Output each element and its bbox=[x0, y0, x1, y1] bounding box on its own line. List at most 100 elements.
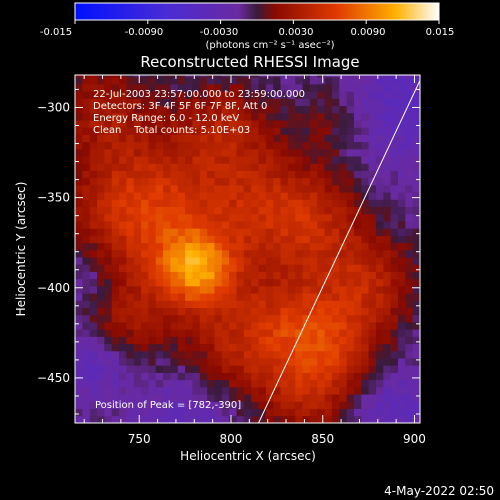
heatmap-cell bbox=[141, 127, 149, 135]
heatmap-cell bbox=[331, 314, 340, 323]
heatmap-cell bbox=[126, 105, 135, 114]
heatmap-cell bbox=[148, 91, 157, 99]
heatmap-cell bbox=[331, 249, 340, 258]
heatmap-cell bbox=[273, 177, 281, 186]
heatmap-cell bbox=[170, 350, 179, 359]
heatmap-cell bbox=[331, 105, 340, 114]
heatmap-cell bbox=[82, 127, 91, 135]
heatmap-cell bbox=[119, 314, 127, 323]
heatmap-cell bbox=[214, 365, 223, 373]
heatmap-cell bbox=[155, 228, 164, 236]
heatmap-cell bbox=[170, 112, 179, 121]
heatmap-cell bbox=[383, 365, 392, 373]
heatmap-cell bbox=[383, 221, 392, 229]
heatmap-cell bbox=[111, 285, 120, 294]
heatmap-cell bbox=[295, 408, 303, 417]
heatmap-cell bbox=[141, 372, 149, 381]
heatmap-cell bbox=[339, 163, 347, 171]
heatmap-cell bbox=[361, 278, 370, 287]
heatmap-cell bbox=[295, 415, 303, 423]
heatmap-cell bbox=[375, 394, 384, 402]
heatmap-cell bbox=[89, 127, 98, 135]
heatmap-cell bbox=[331, 98, 340, 107]
heatmap-cell bbox=[185, 170, 193, 179]
heatmap-cell bbox=[265, 141, 274, 150]
heatmap-cell bbox=[119, 322, 127, 330]
heatmap-cell bbox=[133, 98, 142, 107]
heatmap-cell bbox=[368, 278, 377, 287]
heatmap-cell bbox=[368, 293, 377, 301]
heatmap-cell bbox=[309, 314, 318, 323]
heatmap-cell bbox=[221, 148, 230, 157]
heatmap-cell bbox=[163, 235, 171, 244]
heatmap-cell bbox=[207, 84, 215, 92]
heatmap-cell bbox=[141, 206, 149, 215]
heatmap-cell bbox=[412, 148, 420, 157]
heatmap-cell bbox=[207, 112, 215, 121]
heatmap-cell bbox=[324, 75, 333, 78]
heatmap-cell bbox=[412, 343, 420, 352]
heatmap-cell bbox=[126, 235, 135, 244]
heatmap-cell bbox=[229, 221, 237, 229]
heatmap-cell bbox=[214, 91, 223, 99]
heatmap-cell bbox=[111, 213, 120, 222]
heatmap-cell bbox=[104, 285, 113, 294]
heatmap-cell bbox=[133, 192, 142, 200]
heatmap-cell bbox=[126, 84, 135, 92]
heatmap-cell bbox=[390, 105, 399, 114]
heatmap-cell bbox=[375, 120, 384, 128]
heatmap-cell bbox=[390, 156, 399, 164]
heatmap-cell bbox=[214, 156, 223, 164]
heatmap-cell bbox=[258, 184, 267, 193]
heatmap-cell bbox=[295, 163, 303, 171]
heatmap-cell bbox=[111, 235, 120, 244]
heatmap-cell bbox=[192, 271, 201, 280]
heatmap-cell bbox=[163, 372, 171, 381]
heatmap-cell bbox=[265, 206, 274, 215]
heatmap-cell bbox=[317, 415, 325, 423]
heatmap-cell bbox=[346, 372, 355, 381]
heatmap-cell bbox=[324, 336, 333, 345]
heatmap-cell bbox=[177, 148, 186, 157]
heatmap-cell bbox=[141, 170, 149, 179]
heatmap-cell bbox=[111, 177, 120, 186]
heatmap-cell bbox=[207, 271, 215, 280]
heatmap-cell bbox=[346, 98, 355, 107]
heatmap-cell bbox=[141, 408, 149, 417]
heatmap-cell bbox=[302, 401, 311, 409]
heatmap-cell bbox=[207, 264, 215, 272]
colorbar-tick-label: -0.0030 bbox=[200, 27, 239, 38]
heatmap-cell bbox=[155, 401, 164, 409]
heatmap-cell bbox=[397, 76, 406, 85]
heatmap-cell bbox=[368, 242, 377, 251]
heatmap-cell bbox=[104, 372, 113, 381]
heatmap-cell bbox=[192, 112, 201, 121]
heatmap-cell bbox=[243, 350, 252, 359]
heatmap-cell bbox=[155, 156, 164, 164]
x-tick-label: 750 bbox=[128, 432, 151, 446]
heatmap-cell bbox=[317, 408, 325, 417]
heatmap-cell bbox=[353, 358, 362, 366]
heatmap-cell bbox=[324, 307, 333, 316]
heatmap-cell bbox=[82, 293, 91, 301]
heatmap-cell bbox=[353, 329, 362, 337]
heatmap-cell bbox=[280, 278, 289, 287]
heatmap-cell bbox=[251, 386, 259, 395]
heatmap-cell bbox=[111, 84, 120, 92]
heatmap-cell bbox=[148, 199, 157, 208]
heatmap-cell bbox=[251, 163, 259, 171]
heatmap-cell bbox=[361, 300, 370, 308]
heatmap-cell bbox=[265, 235, 274, 244]
heatmap-cell bbox=[82, 285, 91, 294]
heatmap-cell bbox=[390, 134, 399, 143]
heatmap-cell bbox=[104, 350, 113, 359]
heatmap-cell bbox=[236, 206, 245, 215]
heatmap-cell bbox=[185, 358, 193, 366]
heatmap-cell bbox=[185, 184, 193, 193]
heatmap-cell bbox=[361, 177, 370, 186]
heatmap-cell bbox=[199, 415, 208, 423]
heatmap-cell bbox=[155, 84, 164, 92]
heatmap-cell bbox=[339, 170, 347, 179]
heatmap-cell bbox=[412, 242, 420, 251]
heatmap-cell bbox=[251, 249, 259, 258]
